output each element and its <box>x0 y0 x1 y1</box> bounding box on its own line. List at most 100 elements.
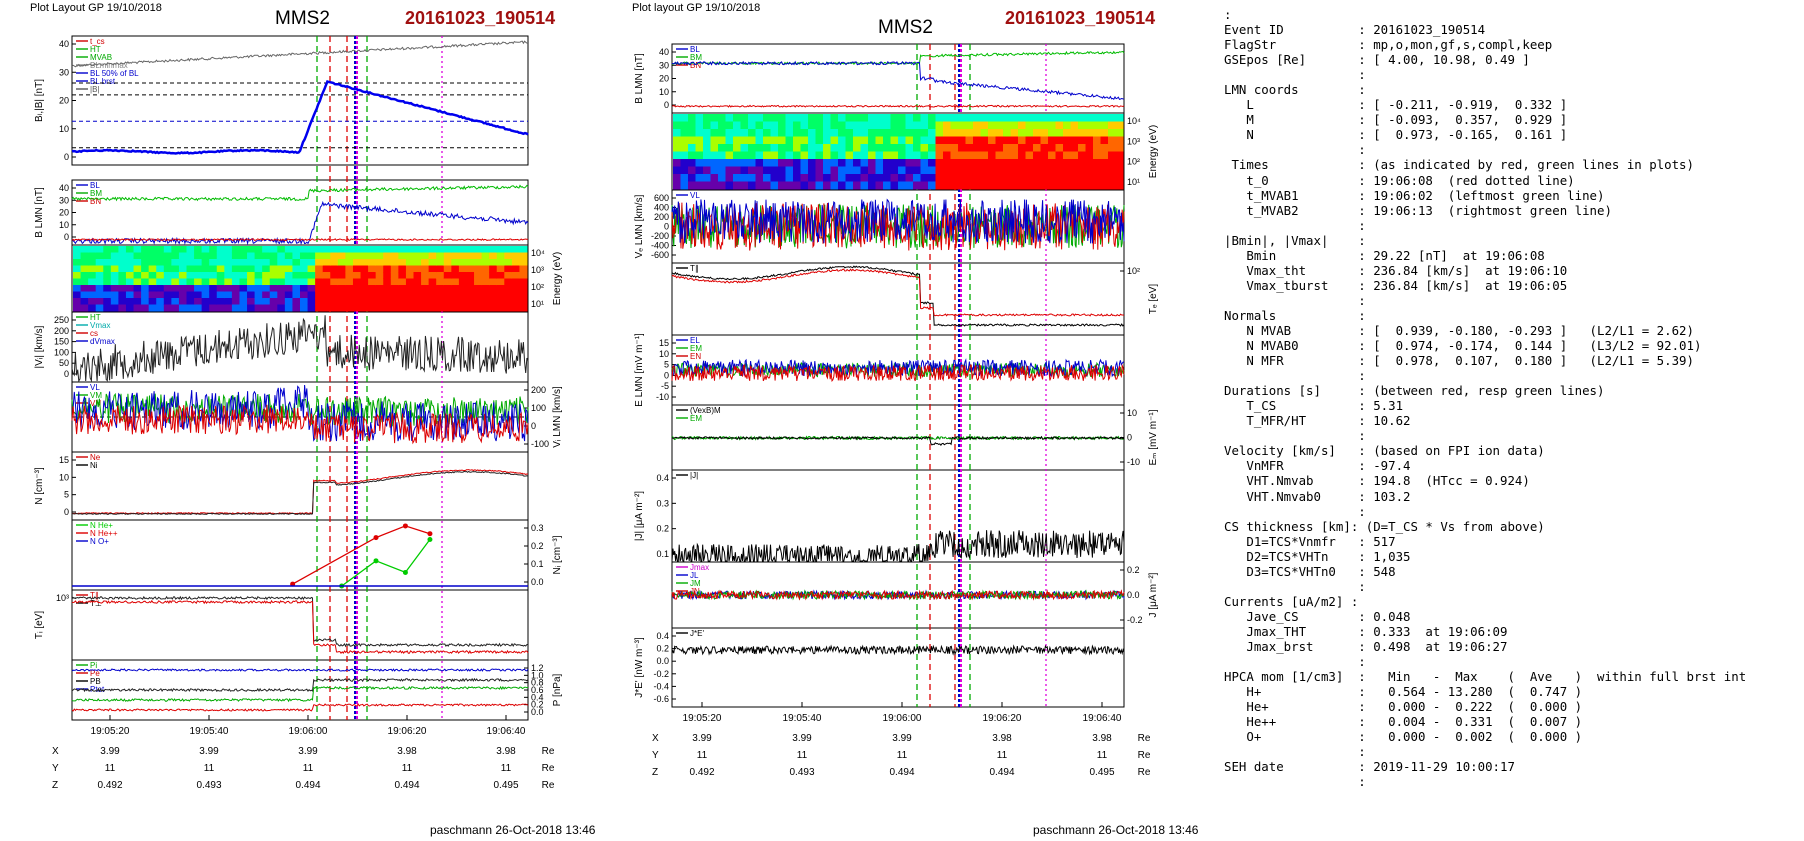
spectrogram-cell <box>383 278 392 286</box>
spectrogram-cell <box>695 166 704 175</box>
info-line: SEH date : 2019-11-29 10:00:17 <box>1224 759 1515 775</box>
spectrogram-cell <box>673 136 681 145</box>
spectrogram-cell <box>405 259 414 266</box>
info-line: : <box>1224 428 1366 444</box>
spectrogram-cell <box>466 252 475 260</box>
spectrogram-cell <box>710 121 719 130</box>
spectrogram-cell <box>950 174 959 182</box>
spectrogram-cell <box>315 285 324 292</box>
spectrogram-cell <box>920 181 929 190</box>
spectrogram-cell <box>247 259 256 266</box>
spectrogram-cell <box>466 272 475 279</box>
left-BN-line <box>71 238 529 242</box>
spectrogram-cell <box>1070 114 1079 122</box>
spectrogram-cell <box>383 304 392 312</box>
mid-coord-cell: 0.494 <box>889 767 914 778</box>
left-legend-label: VN <box>90 399 101 408</box>
spectrogram-cell <box>800 114 809 122</box>
spectrogram-cell <box>345 291 354 299</box>
spectrogram-cell <box>209 304 218 312</box>
spectrogram-cell <box>496 298 505 305</box>
spectrogram-cell <box>95 246 104 253</box>
spectrogram-cell <box>421 291 430 299</box>
spectrogram-cell <box>965 166 974 175</box>
mid-ytick-label: 10² <box>1127 157 1140 167</box>
spectrogram-cell <box>337 259 346 266</box>
mid-ytick-label: -0.2 <box>1127 615 1143 625</box>
spectrogram-cell <box>156 272 165 279</box>
spectrogram-cell <box>1018 121 1026 130</box>
spectrogram-cell <box>209 291 218 299</box>
spectrogram-cell <box>262 272 271 279</box>
spectrogram-cell <box>481 298 490 305</box>
spectrogram-cell <box>1025 129 1034 137</box>
spectrogram-cell <box>330 246 339 253</box>
spectrogram-cell <box>103 285 112 292</box>
left-coord-cell: Re <box>542 746 555 757</box>
spectrogram-cell <box>980 136 989 145</box>
left-ylabel: Vᵢ LMN [km/s] <box>552 386 563 448</box>
info-line: LMN coords : <box>1224 82 1366 98</box>
spectrogram-cell <box>171 272 180 279</box>
info-line: D1=TCS*Vnmfr : 517 <box>1224 533 1396 549</box>
spectrogram-cell <box>733 144 741 152</box>
spectrogram-cell <box>133 278 142 286</box>
spectrogram-cell <box>868 151 876 160</box>
spectrogram-cell <box>95 265 104 273</box>
spectrogram-cell <box>988 174 996 182</box>
spectrogram-cell <box>703 151 711 160</box>
spectrogram-cell <box>254 291 263 299</box>
spectrogram-cell <box>466 246 475 253</box>
spectrogram-cell <box>88 259 97 266</box>
left-ytick-label: 10⁴ <box>531 248 545 258</box>
info-line: D2=TCS*VHTn : 1,035 <box>1224 548 1411 564</box>
spectrogram-cell <box>1108 181 1116 190</box>
spectrogram-cell <box>875 121 884 130</box>
spectrogram-cell <box>383 246 392 253</box>
spectrogram-cell <box>322 252 331 260</box>
spectrogram-cell <box>458 304 467 312</box>
spectrogram-cell <box>383 285 392 292</box>
spectrogram-cell <box>300 298 309 305</box>
left-ytick-label: 200 <box>531 385 546 395</box>
info-line: HPCA mom [1/cm3] : Min - Max ( Ave ) wit… <box>1224 669 1747 685</box>
info-line: : <box>1224 774 1366 790</box>
left-legend-label: dVmax <box>90 337 115 346</box>
spectrogram-cell <box>88 272 97 279</box>
spectrogram-cell <box>474 298 483 305</box>
spectrogram-cell <box>511 252 520 260</box>
spectrogram-cell <box>209 246 218 253</box>
spectrogram-cell <box>703 129 711 137</box>
spectrogram-cell <box>254 298 263 305</box>
mid-ytick-label: 10³ <box>1127 136 1140 146</box>
mid-ylabel: J*E' [nW m⁻³] <box>634 637 645 698</box>
left-ytick-label: 150 <box>54 337 69 347</box>
spectrogram-cell <box>231 291 240 299</box>
spectrogram-cell <box>1093 121 1101 130</box>
spectrogram-cell <box>481 278 490 286</box>
mid-xtick-label: 19:05:20 <box>683 713 722 724</box>
spectrogram-cell <box>398 291 407 299</box>
spectrogram-cell <box>853 144 861 152</box>
spectrogram-cell <box>943 136 951 145</box>
spectrogram-cell <box>928 114 936 122</box>
spectrogram-cell <box>995 136 1004 145</box>
spectrogram-cell <box>740 174 749 182</box>
spectrogram-cell <box>247 278 256 286</box>
spectrogram-cell <box>118 246 127 253</box>
spectrogram-cell <box>703 181 711 190</box>
spectrogram-cell <box>1100 129 1109 137</box>
spectrogram-cell <box>868 129 876 137</box>
left-Pi-line <box>71 685 529 703</box>
spectrogram-cell <box>943 114 951 122</box>
spectrogram-cell <box>405 304 414 312</box>
spectrogram-cell <box>815 144 824 152</box>
left-legend-label: Vmax <box>90 321 110 330</box>
spectrogram-cell <box>428 285 437 292</box>
spectrogram-cell <box>504 304 513 312</box>
spectrogram-cell <box>890 129 899 137</box>
spectrogram-cell <box>360 246 369 253</box>
mid-ytick-label: 20 <box>659 74 669 84</box>
spectrogram-cell <box>322 285 331 292</box>
mid-ylabel: E LMN [mV m⁻¹] <box>634 333 645 407</box>
